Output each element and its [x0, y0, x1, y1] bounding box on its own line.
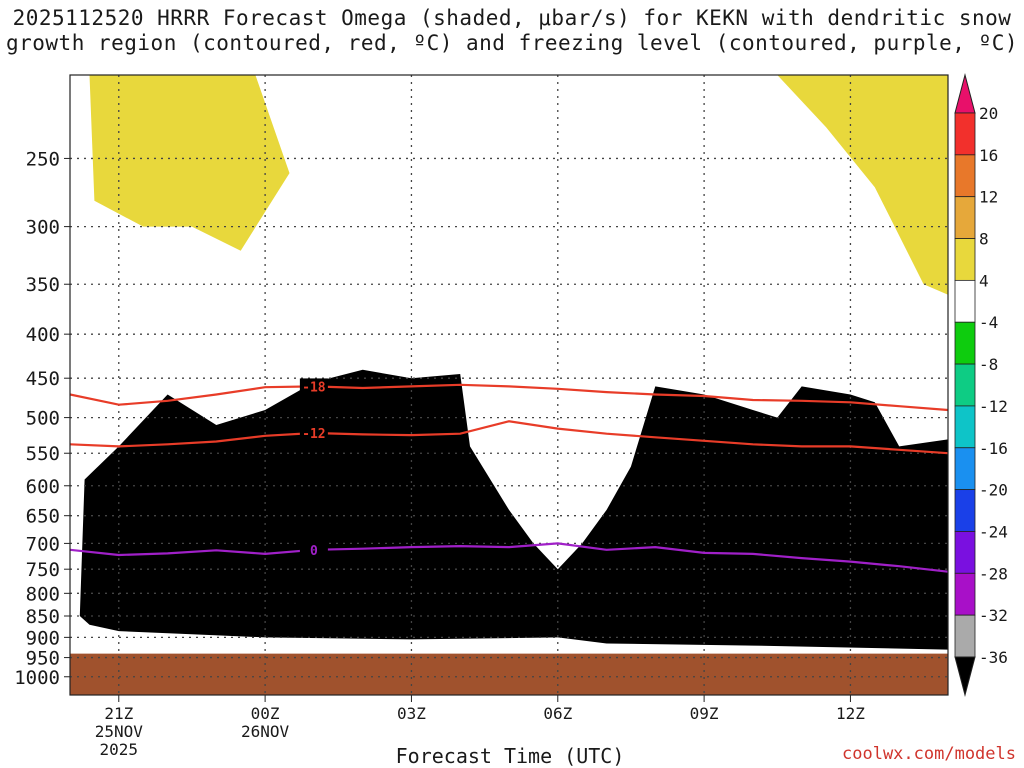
y-tick-label-450: 450 — [26, 368, 60, 390]
colorbar-swatch-9 — [954, 447, 976, 491]
contour-label-0: -18 — [302, 380, 326, 395]
y-tick-label-850: 850 — [26, 606, 60, 628]
colorbar-top-arrow — [954, 73, 976, 114]
colorbar-swatch-7 — [954, 363, 976, 407]
colorbar-label-9: -20 — [979, 481, 1008, 500]
colorbar-swatch-13 — [954, 614, 976, 658]
colorbar-label-4: 4 — [979, 271, 989, 290]
surface-block — [70, 653, 948, 695]
x-tick-label-21Z: 21Z — [104, 704, 133, 723]
y-tick-label-950: 950 — [26, 648, 60, 670]
contour-line-0 — [70, 383, 948, 412]
contour-lines: -18 -12 0 — [70, 378, 948, 573]
x-tick-label-03Z: 03Z — [397, 704, 426, 723]
colorbar-label-1: 16 — [979, 146, 998, 165]
y-tick-label-600: 600 — [26, 476, 60, 498]
colorbar: 20 16 12 8 4 -4 -8 -12 -16 -20 -24 -28 -32 -36 — [954, 73, 1008, 697]
omega-region-0 — [79, 369, 948, 650]
contour-line-1 — [70, 420, 948, 455]
colorbar-bottom-arrow — [954, 656, 976, 697]
credit-link[interactable]: coolwx.com/models — [842, 744, 1016, 764]
colorbar-label-3: 8 — [979, 230, 989, 249]
y-tick-label-1000: 1000 — [14, 667, 60, 689]
chart-title-line2: growth region (contoured, red, ºC) and f… — [5, 31, 1019, 55]
colorbar-swatch-5 — [954, 279, 976, 323]
x-tick-label-00Z: 00Z — [251, 704, 280, 723]
chart-title-line1: 2025112520 HRRR Forecast Omega (shaded, … — [12, 6, 1012, 30]
x-tick-label-06Z: 06Z — [543, 704, 572, 723]
y-tick-label-900: 900 — [26, 627, 60, 649]
y-tick-label-300: 300 — [26, 217, 60, 239]
colorbar-swatch-1 — [954, 112, 976, 156]
colorbar-label-7: -12 — [979, 397, 1008, 416]
colorbar-swatch-12 — [954, 572, 976, 616]
contour-label-2: 0 — [310, 544, 318, 559]
y-tick-label-750: 750 — [26, 559, 60, 581]
omega-region-1 — [89, 75, 290, 251]
y-tick-label-400: 400 — [26, 324, 60, 346]
y-tick-label-500: 500 — [26, 408, 60, 430]
x-tick-date-21Z: 25NOV — [95, 722, 144, 741]
y-axis: 2503003504004505005506006507007508008509… — [14, 148, 70, 689]
y-tick-label-650: 650 — [26, 506, 60, 528]
y-tick-label-550: 550 — [26, 443, 60, 465]
contour-label-1: -12 — [302, 427, 325, 442]
y-tick-label-700: 700 — [26, 533, 60, 555]
contour-label-bg-1 — [299, 424, 328, 441]
colorbar-label-13: -36 — [979, 648, 1008, 667]
contour-label-bg-0 — [299, 378, 328, 395]
colorbar-label-0: 20 — [979, 104, 998, 123]
colorbar-swatch-6 — [954, 321, 976, 365]
y-tick-label-250: 250 — [26, 148, 60, 170]
grid-lines — [70, 75, 948, 695]
colorbar-swatch-10 — [954, 489, 976, 532]
omega-shading — [79, 75, 948, 650]
x-tick-year-21Z: 2025 — [100, 740, 139, 759]
colorbar-swatch-11 — [954, 531, 976, 574]
colorbar-label-6: -8 — [979, 355, 998, 374]
colorbar-label-10: -24 — [979, 522, 1008, 541]
x-axis-title: Forecast Time (UTC) — [395, 744, 625, 768]
colorbar-swatch-2 — [954, 154, 976, 198]
colorbar-label-11: -28 — [979, 564, 1008, 583]
x-tick-date-00Z: 26NOV — [241, 722, 290, 741]
plot-frame — [69, 74, 949, 696]
colorbar-swatch-8 — [954, 405, 976, 449]
colorbar-label-8: -16 — [979, 439, 1008, 458]
y-tick-label-800: 800 — [26, 583, 60, 605]
colorbar-label-2: 12 — [979, 188, 998, 207]
colorbar-label-12: -32 — [979, 606, 1008, 625]
x-tick-label-09Z: 09Z — [690, 704, 719, 723]
colorbar-swatch-4 — [954, 238, 976, 281]
colorbar-swatch-3 — [954, 196, 976, 239]
omega-region-2 — [777, 75, 948, 295]
y-tick-label-350: 350 — [26, 274, 60, 296]
colorbar-label-5: -4 — [979, 313, 998, 332]
surface-ground — [70, 653, 948, 695]
x-tick-label-12Z: 12Z — [836, 704, 865, 723]
contour-label-bg-2 — [299, 541, 328, 558]
frame-rect — [69, 74, 949, 696]
contour-line-2 — [70, 542, 948, 573]
